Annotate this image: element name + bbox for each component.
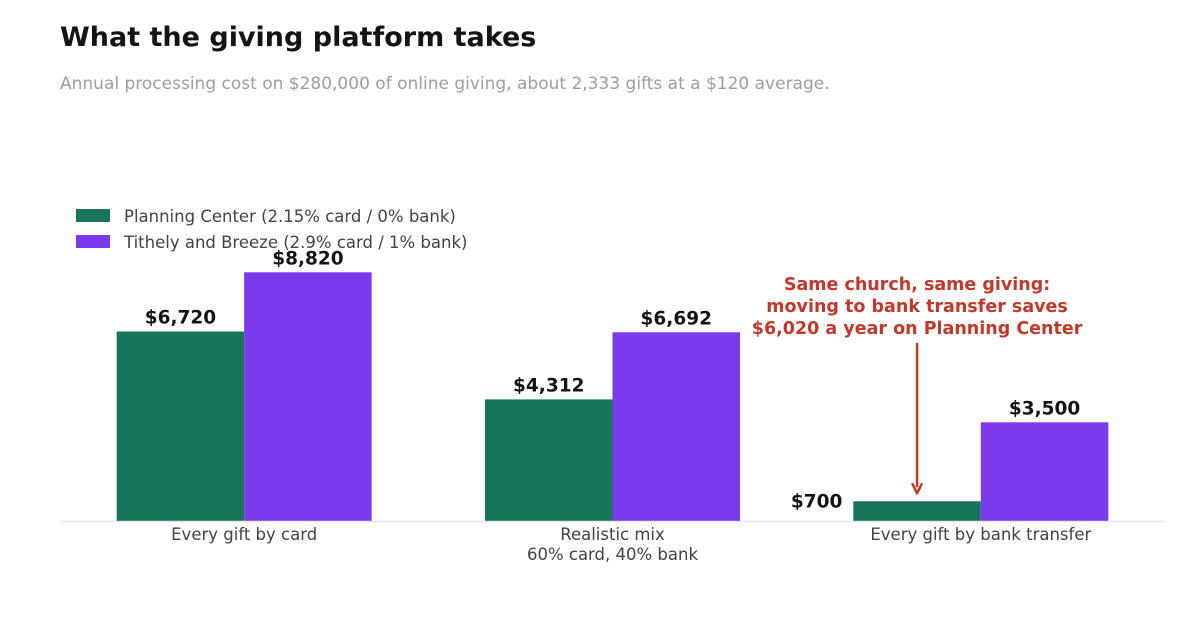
- legend-label-2: Tithely and Breeze (2.9% card / 1% bank): [123, 233, 467, 252]
- category-label-2: Realistic mix: [560, 525, 665, 544]
- legend: Planning Center (2.15% card / 0% bank) Ti…: [76, 207, 467, 252]
- value-label-cat1-series2: $8,820: [272, 248, 343, 269]
- annotation-line-3: $6,020 a year on Planning Center: [752, 319, 1083, 339]
- bar-cat1-series1: [116, 331, 245, 521]
- bar-cat2-series1: [485, 399, 613, 521]
- chart-title: What the giving platform takes: [60, 22, 537, 53]
- category-label-1: Every gift by card: [171, 525, 317, 544]
- value-label-cat2-series1: $4,312: [513, 375, 584, 396]
- category-label-3: Every gift by bank transfer: [870, 525, 1091, 544]
- value-label-cat2-series2: $6,692: [641, 308, 712, 329]
- bar-cat3-series2: [980, 422, 1109, 521]
- bar-cat2-series2: [612, 332, 740, 521]
- legend-swatch-1: [76, 209, 110, 222]
- annotation: Same church, same giving:moving to bank …: [752, 275, 1083, 495]
- category-label-2-line2: 60% card, 40% bank: [527, 545, 699, 564]
- annotation-line-2: moving to bank transfer saves: [766, 297, 1068, 317]
- annotation-line-1: Same church, same giving:: [784, 275, 1050, 295]
- value-label-cat3-series2: $3,500: [1009, 398, 1080, 419]
- legend-swatch-2: [76, 235, 110, 248]
- annotation-arrow-head: [911, 483, 923, 495]
- bar-cat1-series2: [244, 272, 372, 521]
- bars: [116, 272, 1109, 521]
- legend-label-1: Planning Center (2.15% card / 0% bank): [124, 207, 456, 226]
- bar-cat3-series1: [853, 501, 981, 521]
- value-labels: $6,720 $8,820 $4,312 $6,692 $700 $3,500: [145, 248, 1081, 512]
- value-label-cat3-series1: $700: [791, 491, 843, 512]
- value-label-cat1-series1: $6,720: [145, 307, 216, 328]
- chart-subtitle: Annual processing cost on $280,000 of on…: [60, 74, 830, 94]
